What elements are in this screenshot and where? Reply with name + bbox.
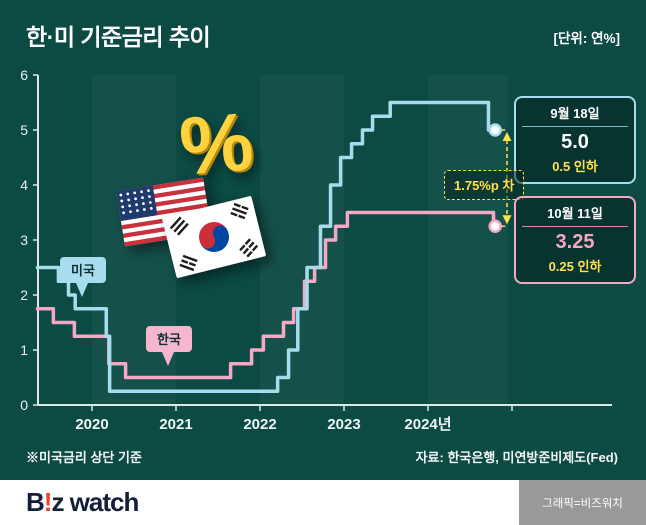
x-tick-label: 2024년 (404, 416, 451, 433)
logo-part: B (26, 487, 45, 517)
y-tick-label: 5 (20, 122, 28, 138)
y-tick-label: 4 (20, 177, 28, 193)
y-tick-label: 6 (20, 67, 28, 83)
logo-part: z watch (51, 487, 139, 517)
series-line (35, 100, 497, 393)
x-tick-label: 2021 (159, 416, 192, 433)
logo-exclamation: ! (43, 487, 53, 517)
kr-series-tag: 한국 (146, 326, 192, 366)
y-tick-label: 2 (20, 287, 28, 303)
end-marker (488, 219, 502, 233)
unit-label: [단위: 연%] (553, 31, 620, 46)
source-credit: 자료: 한국은행, 미연방준비제도(Fed) (415, 450, 618, 465)
x-tick-label: 2022 (243, 416, 276, 433)
footnote: ※미국금리 상단 기준 (26, 450, 142, 465)
kr-flag-icon (161, 195, 267, 279)
page-title: 한·미 기준금리 추이 (26, 24, 211, 50)
kr-annotation-value: 3.25 (555, 231, 595, 253)
graphic-credit: 그래픽=비즈워치 (519, 480, 646, 525)
x-tick-label: 2020 (75, 416, 108, 433)
x-tick-label: 2023 (327, 416, 360, 433)
rate-gap-label: 1.75%p 차 (444, 170, 525, 200)
us-annotation-box: 9월 18일 5.0 0.5 인하 (514, 96, 636, 184)
kr-annotation-box: 10월 11일 3.25 0.25 인하 (514, 196, 636, 284)
us-annotation-value: 5.0 (561, 131, 589, 153)
kr-annotation-change: 0.25 인하 (548, 259, 602, 274)
step-line-chart: 0 1 2 3 4 5 6 2020 2021 2022 2023 2024년 (20, 67, 612, 433)
us-series-tag: 미국 (60, 257, 106, 297)
kr-annotation-date: 10월 11일 (522, 203, 628, 227)
us-annotation-change: 0.5 인하 (552, 159, 598, 174)
y-tick-label: 1 (20, 342, 28, 358)
footer-bar: B!z watch 그래픽=비즈워치 (0, 480, 646, 525)
us-annotation-date: 9월 18일 (522, 103, 628, 127)
end-marker (488, 123, 502, 137)
y-tick-label: 0 (20, 397, 28, 413)
y-tick-label: 3 (20, 232, 28, 248)
bizwatch-logo: B!z watch (26, 487, 139, 518)
